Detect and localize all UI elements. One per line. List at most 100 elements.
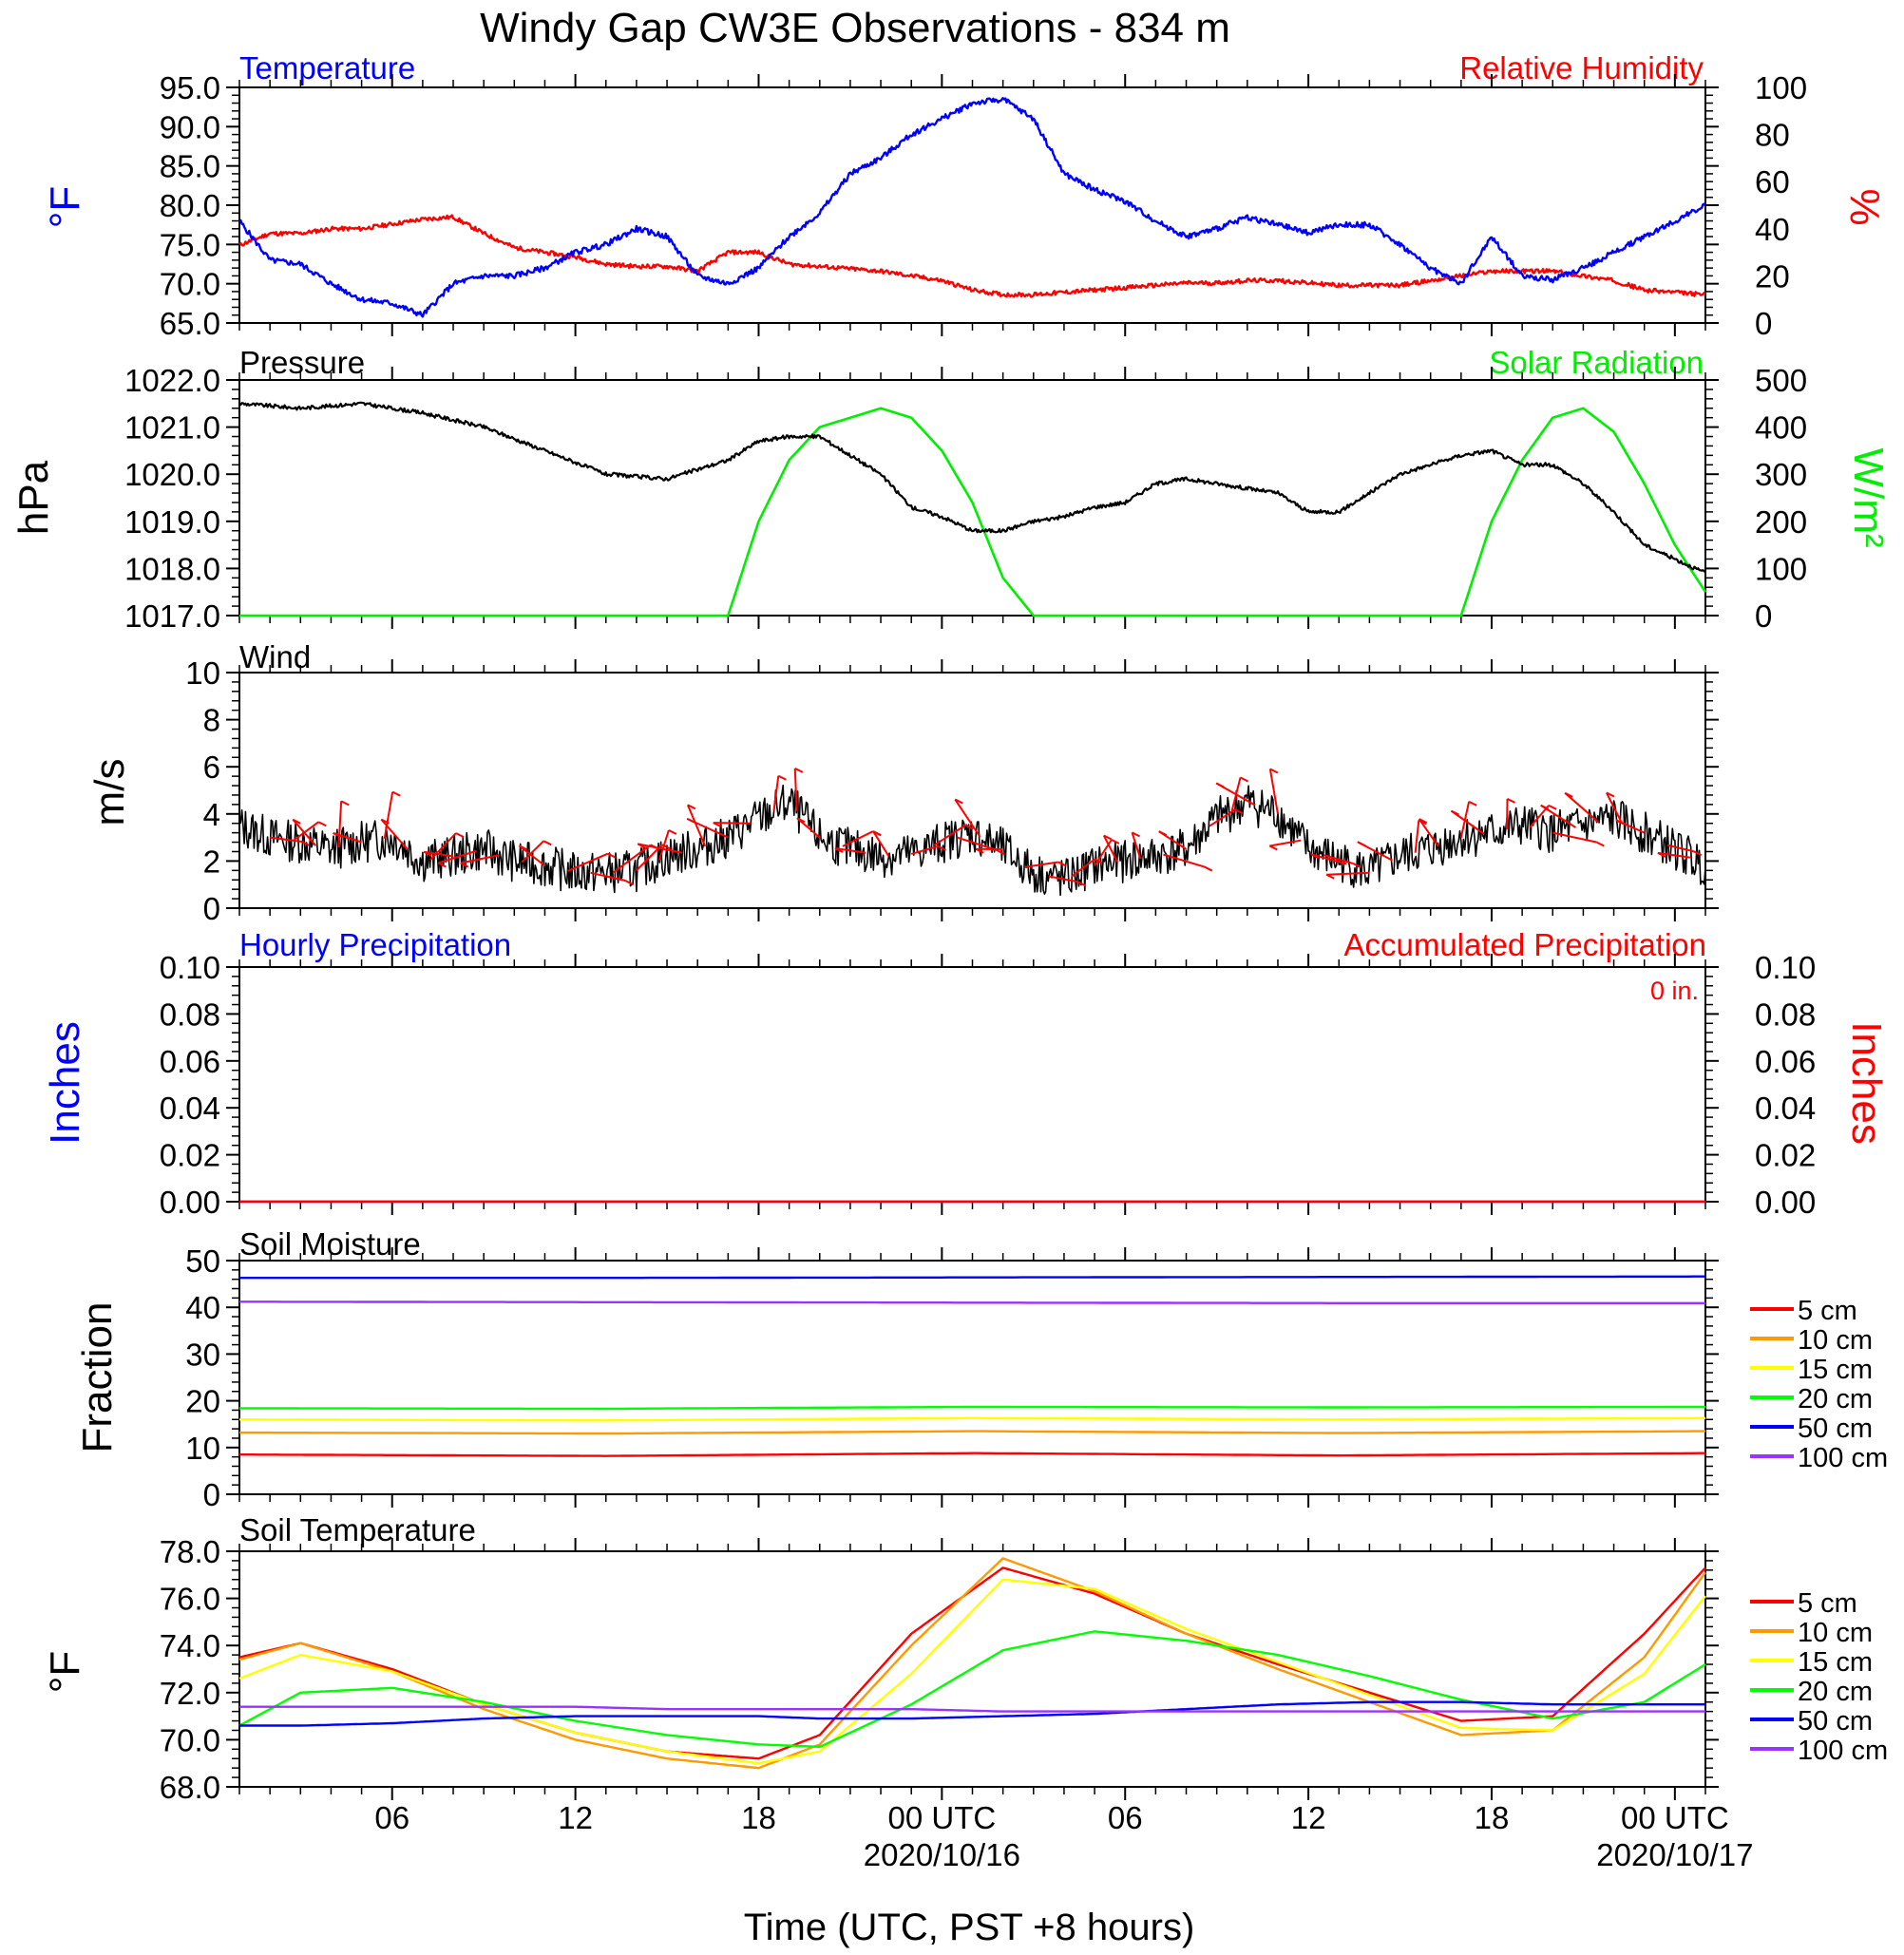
wind-barb-flag [1657,851,1666,858]
wind-ytick-label: 8 [203,703,220,738]
solar-line [239,407,1707,617]
wind-barb [518,845,546,867]
soil_temp-ytick-label: 72.0 [160,1676,220,1711]
soil-moisture-legend-label: 20 cm [1798,1384,1873,1414]
wind-barb [1666,844,1694,853]
wind-barb-flag [624,880,634,885]
accum-precip-title: Accumulated Precipitation [1343,927,1706,962]
wind-barb [1418,818,1439,847]
soil-moisture-legend-label: 100 cm [1798,1443,1888,1473]
wind-barb-flag [686,817,695,824]
temperature-unit: °F [42,186,88,228]
x-tick-label: 00 UTC [1621,1800,1729,1835]
wind-barb [957,836,998,851]
precip-frame [238,966,1706,1203]
precip-y2tick-label: 0.04 [1755,1091,1816,1126]
soil-temperature-legend-label: 20 cm [1798,1677,1873,1707]
wind-barb [438,849,477,864]
x-tick-label: 00 UTC [888,1800,997,1835]
soil-moisture-line-4 [239,1405,1705,1411]
wind-barb-flag [1057,861,1067,867]
soil_temp-ytick-label: 68.0 [160,1770,220,1805]
wind-barb-flag [777,774,787,781]
soil-moisture-line-3 [239,1416,1705,1422]
wind-barb [796,817,821,839]
wind-barb [337,801,343,848]
temp-y2tick-label: 80 [1755,118,1790,153]
soil-moisture-legend-label: 5 cm [1798,1296,1857,1326]
wind-barb [637,843,683,854]
wind-barb-flag [1595,841,1605,847]
temp-y2tick-label: 0 [1755,306,1772,341]
wind-barb [933,824,966,846]
wind-panel: Wind m/s [86,639,311,826]
accum-precip-total: 0 in. [1650,977,1699,1005]
soil-temperature-legend-label: 50 cm [1798,1706,1873,1737]
humidity-unit: % [1841,188,1888,225]
soil-moisture-legend-label: 50 cm [1798,1414,1873,1444]
wind-barb [1071,858,1095,878]
pressure-title: Pressure [239,345,365,380]
wind-barb-flag [964,824,974,830]
wind-barb-flag [455,832,465,839]
wind-ytick-label: 10 [185,655,220,691]
soil-temperature-legend-label: 15 cm [1798,1647,1873,1678]
wind-barb-flag [1204,865,1213,872]
wind-barb [1323,854,1354,864]
wind-barb-flag [1111,839,1120,845]
soil_moisture-ytick-label: 20 [185,1384,220,1419]
chart-title: Windy Gap CW3E Observations - 834 m [480,5,1230,51]
precip-ytick-label: 0.04 [160,1091,220,1126]
soil-moisture-unit: Fraction [74,1302,121,1453]
wind-barb-flag [1468,800,1477,807]
wind-barb [1450,809,1485,835]
temp-frame [238,86,1706,324]
wind-barb [1268,769,1279,814]
wind-barb-flag [1103,834,1113,841]
wind-barb [1605,792,1623,823]
wind-barb [270,836,302,844]
pressure-panel: Pressure Solar Radiation hPa W/m² [10,345,1892,548]
soil-temperature-line-1 [238,1566,1706,1760]
x-tick-label: 06 [1108,1800,1143,1835]
precip-y2tick-label: 0.08 [1755,996,1816,1032]
temp-ytick-label: 90.0 [160,109,220,144]
wind-barb-flag [1158,830,1168,837]
humidity-title: Relative Humidity [1459,50,1704,85]
wind-barb [1657,851,1691,859]
precip-ytick-label: 0.02 [160,1138,220,1173]
pressure-ytick-label: 1021.0 [124,410,220,446]
wind-barb [1310,853,1347,865]
precip-ytick-label: 0.08 [160,996,220,1032]
wind-barb-flag [391,790,401,797]
wind-barb-flag [1076,881,1086,887]
x-tick-label: 18 [741,1800,776,1835]
pressure-y2tick-label: 400 [1755,410,1807,446]
x-tick-date: 2020/10/17 [1596,1837,1753,1872]
wind-barb [1102,835,1119,864]
precipitation-panel: Hourly Precipitation Accumulated Precipi… [42,927,1890,1145]
soil-temperature-panel: Soil Temperature °F [42,1512,476,1693]
soil-temperature-line-5 [239,1700,1705,1727]
wind-barb [423,850,454,858]
wind-barb-flag [380,818,390,825]
wind-barb [793,768,798,811]
soil-moisture-line-6 [239,1300,1705,1304]
wind-barb-flag [668,829,677,835]
soil-temperature-line-4 [238,1630,1706,1748]
x-tick-label: 12 [558,1800,593,1835]
wind-barb [1552,831,1597,844]
x-tick-label: 12 [1291,1800,1326,1835]
pressure-y2tick-label: 300 [1755,457,1807,492]
wind-barb [713,822,752,825]
wind-barb [686,804,707,847]
soil_moisture-ytick-label: 10 [185,1431,220,1466]
soil-moisture-title: Soil Moisture [239,1226,421,1262]
wind-barb-flag [637,843,646,849]
soil-temperature-legend-label: 5 cm [1798,1588,1857,1619]
wind-barb-flag [1269,768,1279,774]
wind-barb [910,845,939,855]
wind-barb [380,818,409,850]
temp-ytick-label: 65.0 [160,306,220,341]
soil-moisture-legend-label: 15 cm [1798,1355,1873,1385]
